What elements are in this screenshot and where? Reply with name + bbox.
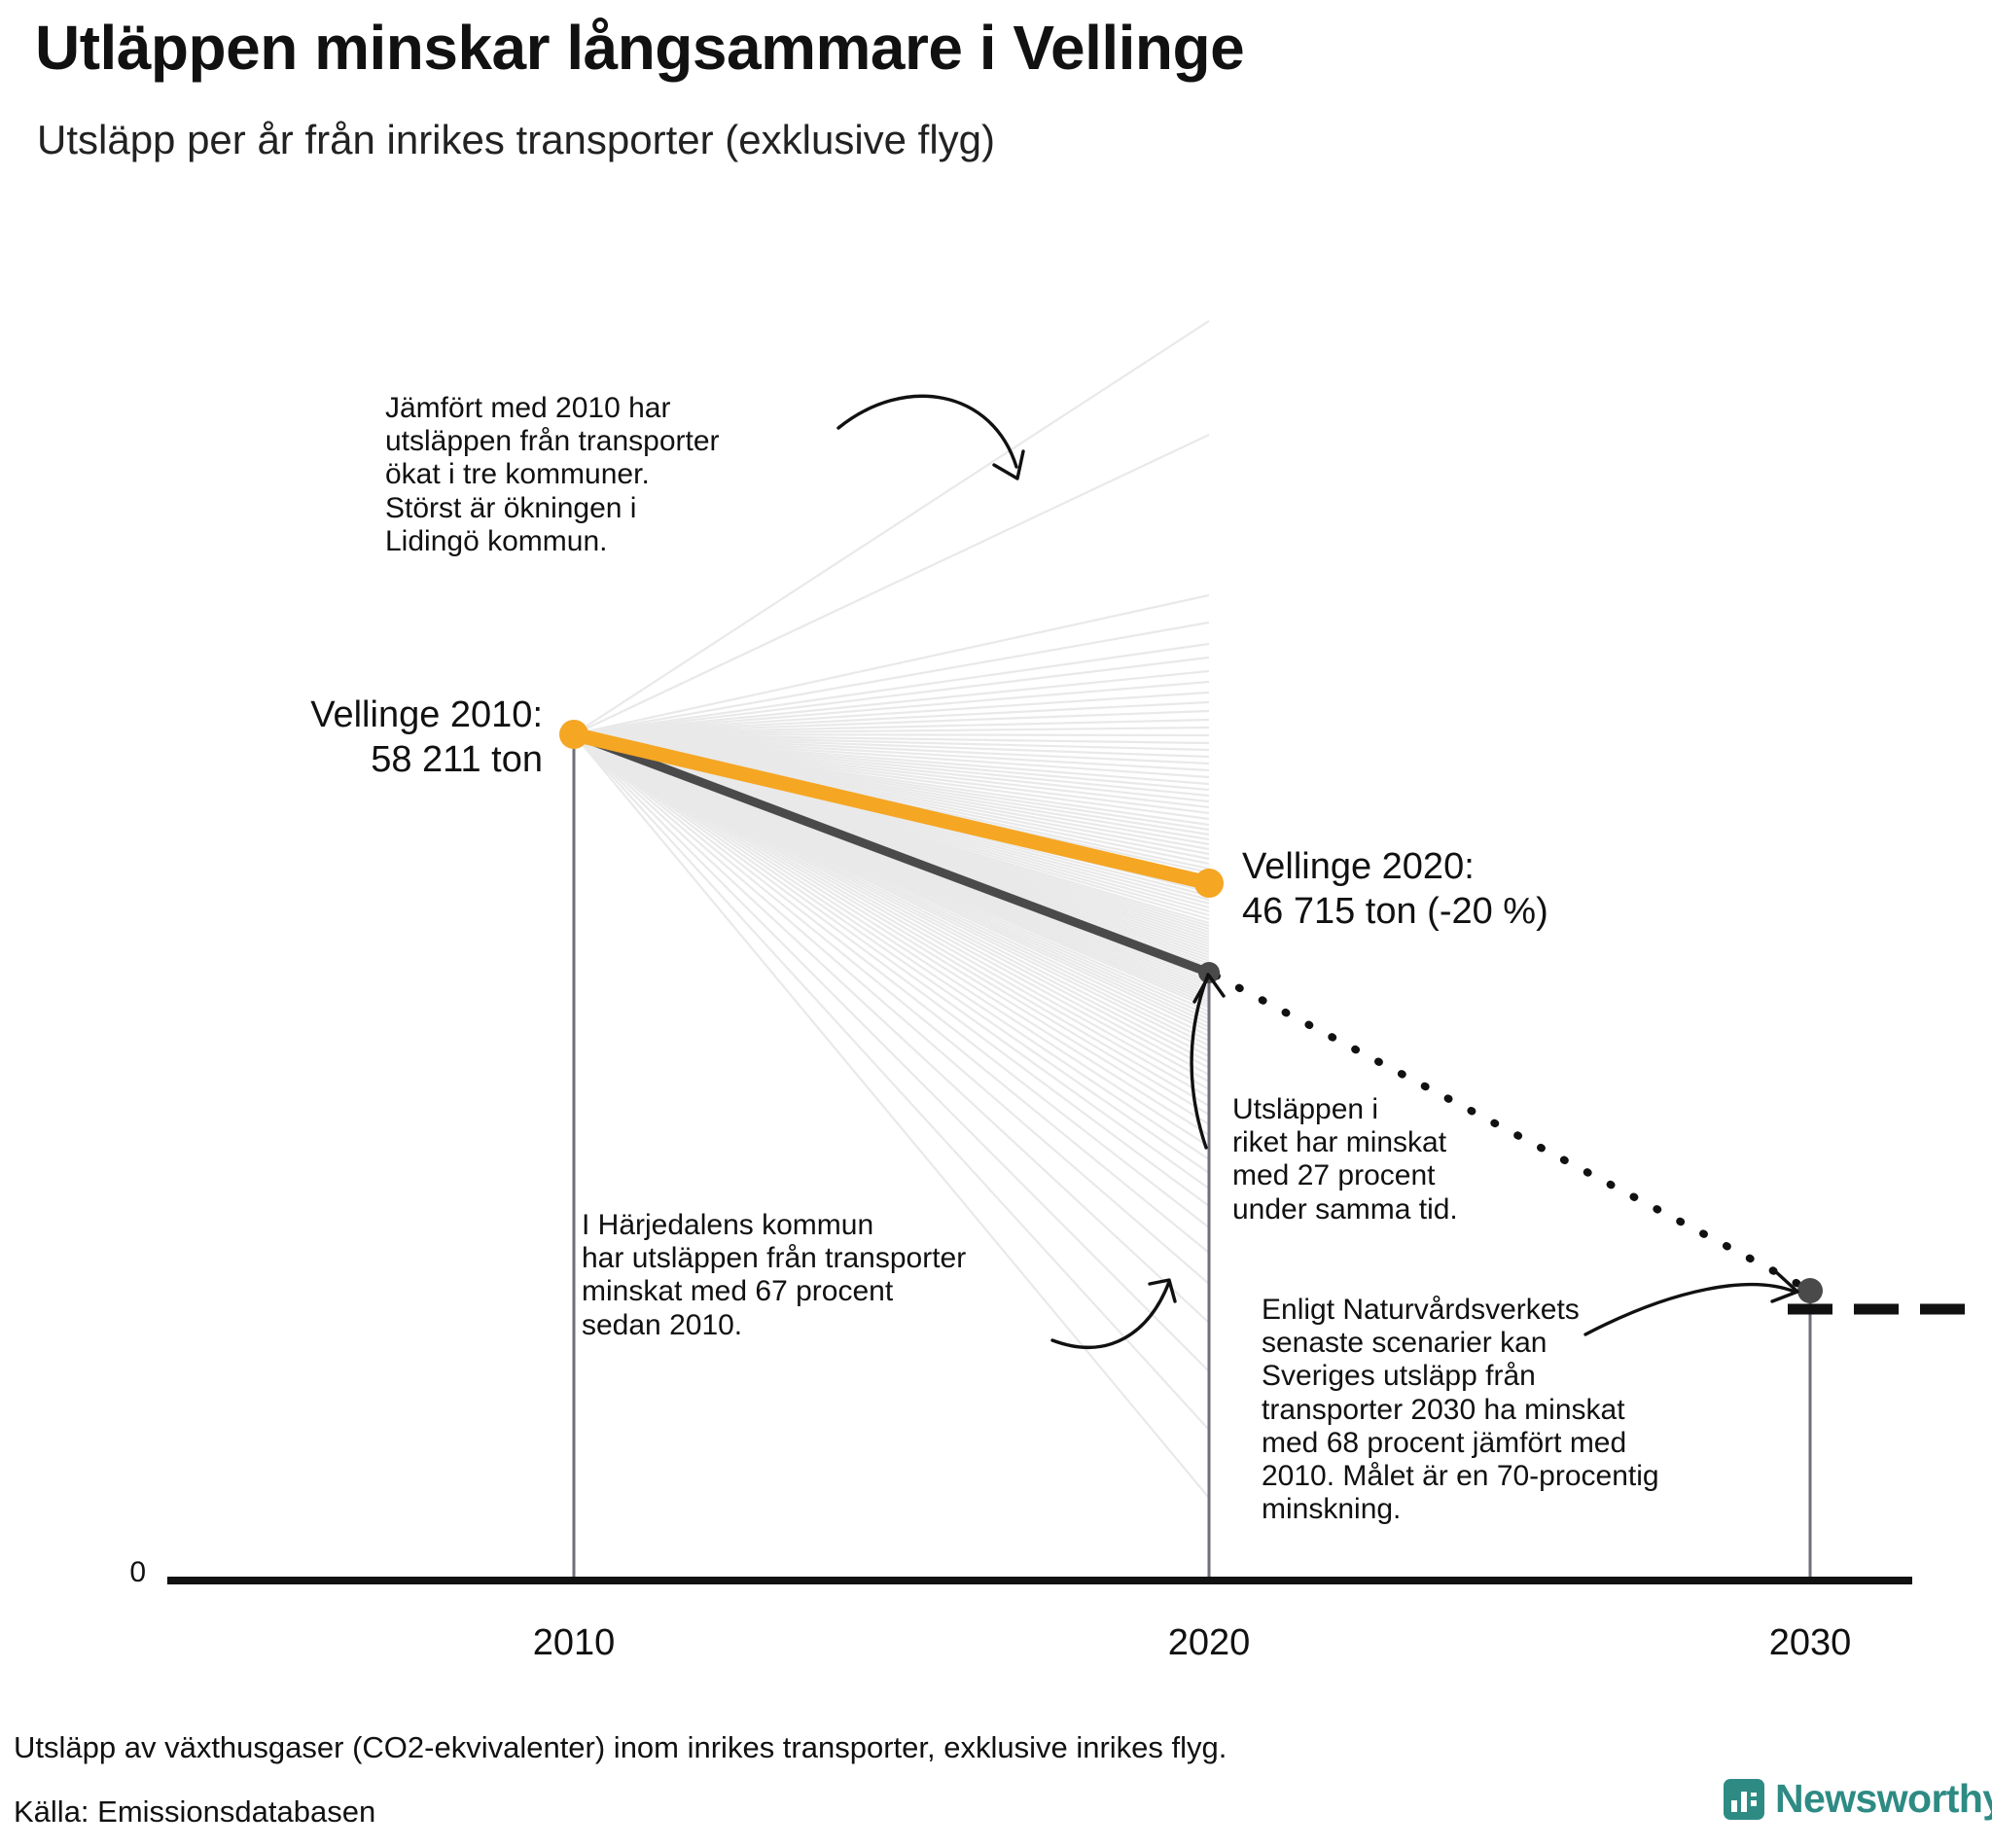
page-title: Utläppen minskar långsammare i Vellinge — [35, 13, 1245, 83]
vellinge-2020-label: Vellinge 2020: 46 715 ton (-20 %) — [1242, 846, 1548, 932]
vellinge-point-2010 — [559, 720, 588, 749]
x-tick-2010: 2010 — [532, 1622, 616, 1663]
brand-name: Newsworthy — [1775, 1776, 1992, 1821]
arrow-top — [836, 394, 1018, 469]
vellinge-2010-label: Vellinge 2010: 58 211 ton — [310, 694, 543, 780]
national-point-2030 — [1797, 1278, 1823, 1303]
arrow-riket — [1190, 973, 1210, 1150]
annotation-increase: Jämfört med 2010 har utsläppen från tran… — [385, 392, 720, 557]
footer-source: Källa: Emissionsdatabasen — [14, 1795, 376, 1829]
arrow-harjedalen — [1050, 1280, 1171, 1349]
national-line-solid — [569, 729, 1214, 977]
arrow-scenario — [1583, 1282, 1796, 1336]
vellinge-point-2020 — [1194, 869, 1224, 898]
vellinge-line — [566, 727, 1217, 891]
y-axis-zero-label: 0 — [129, 1556, 146, 1588]
national-point-2020 — [1198, 962, 1220, 983]
x-tick-2020: 2020 — [1167, 1622, 1251, 1663]
bar-chart-icon — [1724, 1778, 1764, 1820]
annotation-harjedalen: I Härjedalens kommun har utsläppen från … — [582, 1209, 967, 1341]
x-tick-2030: 2030 — [1768, 1622, 1852, 1663]
newsworthy-logo: Newsworthy — [1724, 1776, 1992, 1822]
page-subtitle: Utsläpp per år från inrikes transporter … — [37, 117, 996, 162]
annotation-arrows — [836, 394, 1796, 1349]
annotation-arrowheads — [992, 449, 1799, 1303]
annotation-scenario: Enligt Naturvårdsverkets senaste scenari… — [1262, 1294, 1659, 1526]
annotation-riket: Utsläppen i riket har minskat med 27 pro… — [1232, 1093, 1458, 1226]
footer-note: Utsläpp av växthusgaser (CO2-ekvivalente… — [14, 1730, 1227, 1764]
